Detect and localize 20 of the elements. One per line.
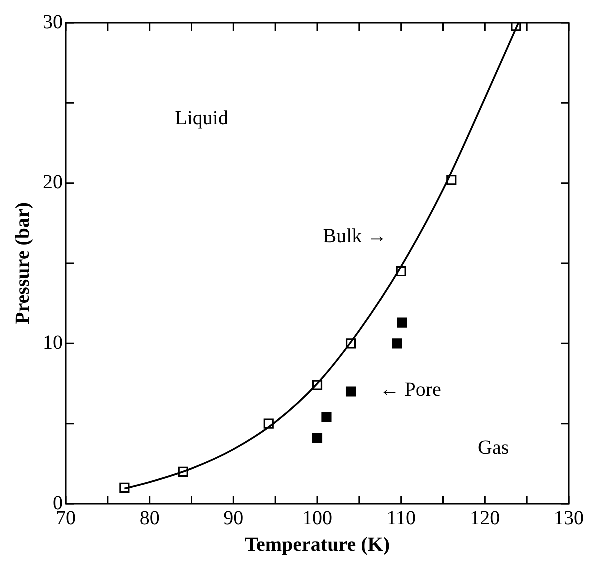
point: [392, 338, 402, 349]
point: [397, 318, 408, 328]
annotation: Bulk →: [323, 225, 388, 248]
annotation: Gas: [478, 436, 510, 459]
x-tick-label: 100: [302, 507, 332, 530]
point: [346, 386, 356, 397]
annotation: Liquid: [175, 107, 228, 130]
y-tick-label: 20: [43, 172, 63, 194]
point: [312, 433, 323, 444]
y-tick-label: 30: [43, 11, 63, 34]
y-axis-title: Pressure (bar): [12, 202, 34, 325]
x-tick-label: 120: [470, 507, 500, 530]
x-tick-label: 80: [140, 507, 160, 530]
x-tick-label: 90: [224, 507, 244, 530]
x-axis-title: Temperature (K): [245, 534, 390, 556]
point: [322, 412, 332, 422]
y-tick-label: 10: [43, 332, 63, 354]
annotation: ← Pore: [380, 379, 442, 402]
x-tick-label: 130: [554, 507, 584, 530]
x-tick-label: 110: [386, 507, 416, 530]
